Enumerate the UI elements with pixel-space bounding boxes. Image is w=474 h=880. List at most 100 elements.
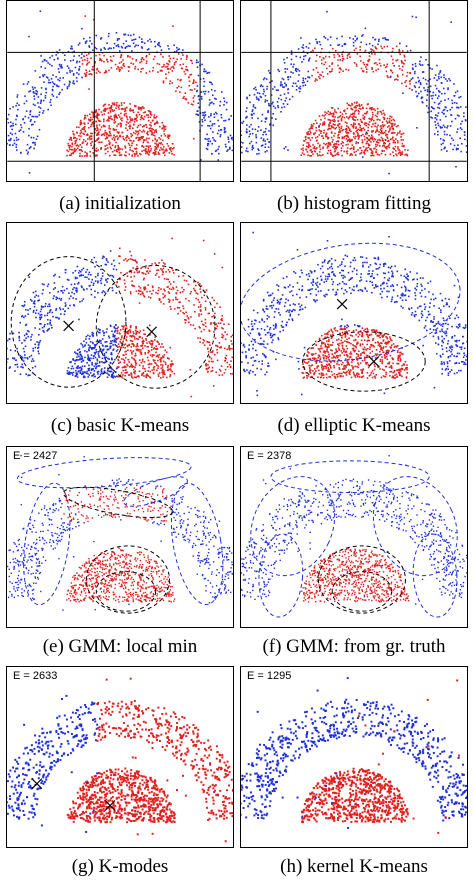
- scatter-point: [140, 109, 142, 111]
- scatter-point: [115, 345, 118, 347]
- scatter-point: [463, 134, 466, 136]
- scatter-point: [269, 81, 271, 84]
- scatter-point: [29, 111, 31, 113]
- scatter-point: [80, 285, 83, 287]
- scatter-point: [74, 277, 77, 280]
- scatter-point: [146, 356, 149, 359]
- scatter-point: [401, 82, 403, 85]
- scatter-point: [47, 318, 49, 321]
- scatter-point: [89, 284, 91, 287]
- scatter-point: [86, 276, 88, 279]
- scatter-point: [148, 127, 151, 130]
- scatter-point: [75, 61, 78, 64]
- scatter-point: [124, 334, 126, 336]
- scatter-point: [447, 88, 449, 91]
- scatter-point: [84, 140, 87, 143]
- scatter-point: [96, 127, 99, 130]
- scatter-point: [337, 140, 340, 143]
- scatter-point: [219, 135, 222, 138]
- scatter-point: [144, 370, 147, 373]
- scatter-point: [122, 369, 125, 372]
- scatter-point: [106, 348, 109, 351]
- scatter-point: [324, 61, 327, 64]
- scatter-point: [127, 258, 130, 261]
- scatter-point: [186, 54, 188, 57]
- scatter-point: [371, 53, 373, 55]
- scatter-point: [106, 376, 109, 379]
- scatter-point: [116, 39, 119, 42]
- scatter-point: [300, 154, 303, 157]
- scatter-point: [151, 354, 154, 356]
- scatter-point: [16, 102, 19, 105]
- scatter-point: [427, 107, 430, 109]
- scatter-point: [370, 152, 373, 154]
- scatter-point: [402, 139, 405, 141]
- scatter-point: [311, 74, 313, 77]
- scatter-point: [29, 90, 32, 92]
- scatter-point: [307, 70, 310, 73]
- scatter-point: [153, 153, 156, 156]
- scatter-point: [360, 108, 362, 110]
- scatter-point: [346, 152, 349, 155]
- scatter-point: [434, 117, 437, 119]
- scatter-point: [381, 290, 383, 293]
- scatter-point: [86, 133, 89, 135]
- scatter-point: [185, 319, 187, 321]
- scatter-point: [60, 289, 62, 292]
- scatter-point: [355, 285, 358, 288]
- scatter-point: [141, 41, 144, 43]
- scatter-point: [41, 326, 44, 329]
- scatter-point: [284, 146, 287, 148]
- scatter-point: [162, 124, 165, 127]
- scatter-point: [380, 136, 383, 139]
- scatter-point: [348, 116, 351, 118]
- scatter-point: [82, 141, 84, 143]
- scatter-point: [58, 307, 61, 309]
- scatter-point: [16, 114, 18, 117]
- scatter-point: [389, 267, 392, 269]
- scatter-point: [105, 71, 108, 73]
- scatter-point: [405, 79, 407, 82]
- scatter-point: [253, 323, 256, 325]
- scatter-point: [40, 316, 43, 318]
- scatter-point: [78, 42, 81, 45]
- scatter-point: [409, 49, 412, 52]
- scatter-point: [245, 130, 248, 133]
- scatter-point: [88, 278, 90, 280]
- scatter-point: [124, 327, 127, 330]
- scatter-point: [89, 40, 91, 42]
- scatter-point: [444, 92, 446, 95]
- scatter-point: [24, 345, 27, 348]
- scatter-point: [132, 331, 135, 333]
- scatter-point: [126, 118, 129, 121]
- scatter-point: [114, 324, 117, 326]
- scatter-point: [261, 319, 264, 322]
- scatter-point: [134, 361, 137, 363]
- scatter-point: [399, 53, 402, 56]
- scatter-point: [104, 341, 106, 343]
- scatter-point: [261, 363, 263, 365]
- scatter-point: [183, 279, 186, 282]
- scatter-point: [223, 323, 225, 325]
- scatter-point: [112, 268, 115, 270]
- scatter-point: [456, 90, 459, 92]
- scatter-point: [127, 55, 129, 58]
- scatter-point: [81, 142, 84, 144]
- scatter-point: [301, 46, 304, 49]
- scatter-point: [169, 146, 172, 149]
- scatter-point: [116, 131, 119, 133]
- scatter-point: [241, 146, 243, 148]
- scatter-point: [68, 292, 70, 294]
- scatter-point: [150, 114, 153, 116]
- scatter-point: [86, 153, 89, 155]
- scatter-point: [376, 112, 379, 115]
- scatter-point: [149, 297, 152, 299]
- scatter-point: [142, 67, 144, 70]
- scatter-point: [162, 148, 164, 150]
- scatter-point: [124, 47, 127, 49]
- scatter-point: [155, 362, 157, 365]
- scatter-point: [97, 272, 99, 275]
- scatter-point: [321, 154, 324, 156]
- scatter-point: [270, 294, 272, 296]
- scatter-point: [323, 294, 325, 297]
